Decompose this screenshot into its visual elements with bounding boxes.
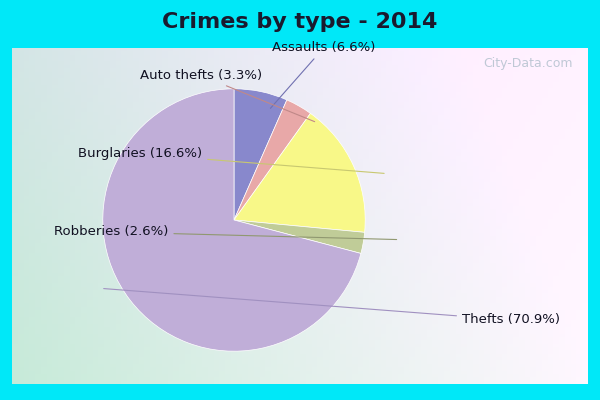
Wedge shape [234, 100, 310, 220]
Wedge shape [103, 89, 361, 351]
Text: City-Data.com: City-Data.com [483, 58, 573, 70]
Text: Assaults (6.6%): Assaults (6.6%) [271, 41, 376, 108]
Wedge shape [234, 220, 365, 254]
Text: Robberies (2.6%): Robberies (2.6%) [54, 226, 397, 240]
Text: Thefts (70.9%): Thefts (70.9%) [104, 288, 560, 326]
Text: Crimes by type - 2014: Crimes by type - 2014 [163, 12, 437, 32]
Wedge shape [234, 113, 365, 232]
Text: Auto thefts (3.3%): Auto thefts (3.3%) [140, 69, 314, 122]
Text: Burglaries (16.6%): Burglaries (16.6%) [78, 148, 384, 173]
Wedge shape [234, 89, 287, 220]
